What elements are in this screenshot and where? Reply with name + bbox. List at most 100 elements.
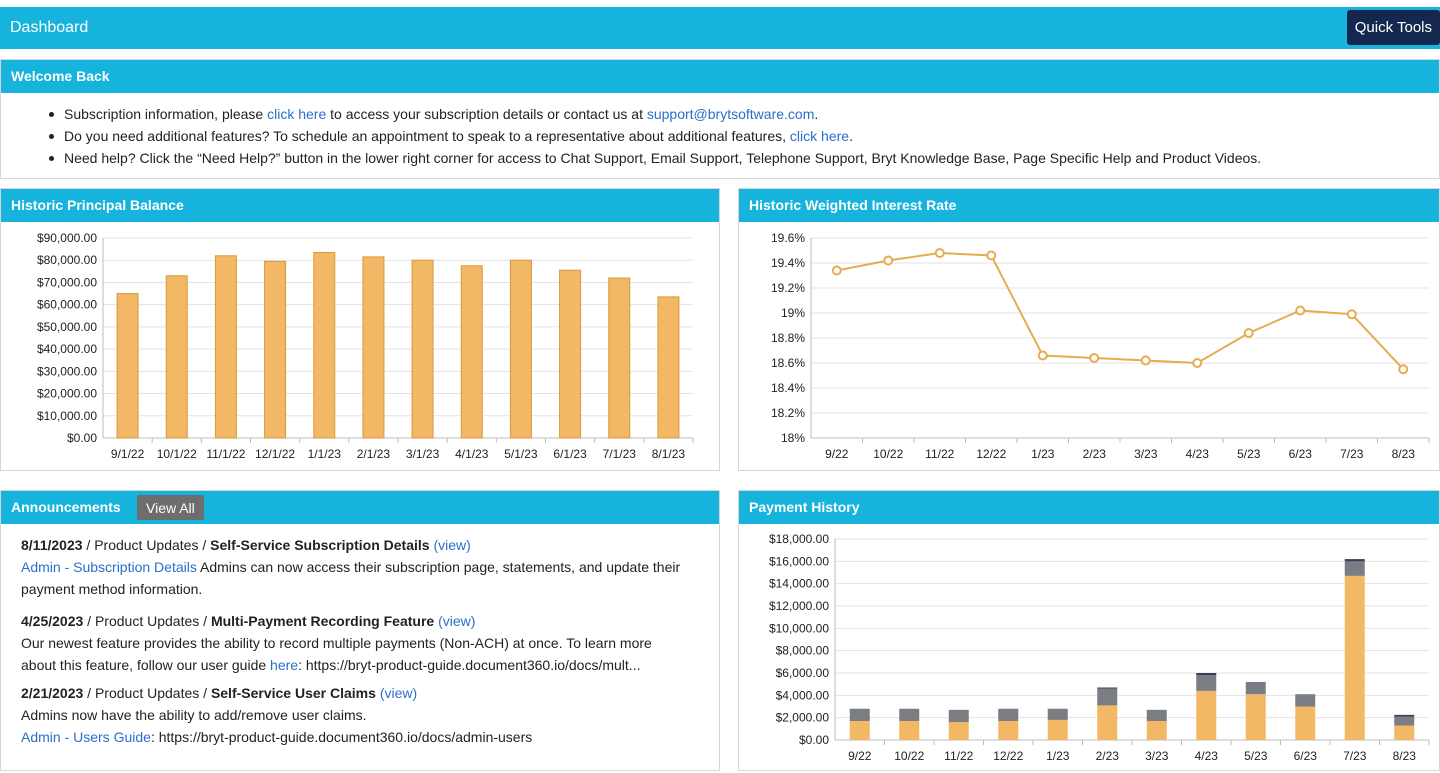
x-tick-label: 8/23	[1392, 447, 1416, 461]
payment-bar-interest	[1196, 675, 1217, 691]
interest-rate-chart: 18% 18.2% 18.4% 18.6% 18.8% 19% 19.2% 19.4% 19.6…	[771, 231, 1430, 461]
y-tick-label: 19%	[781, 306, 805, 320]
welcome-line-features: Do you need additional features? To sche…	[49, 125, 1439, 147]
announcement-item: 2/21/2023 / Product Updates / Self-Servi…	[21, 682, 719, 748]
y-tick-label: $18,000.00	[769, 532, 829, 546]
balance-bar	[657, 296, 680, 439]
principal-balance-chart: $0.00 $10,000.00 $20,000.00 $30,000.00 $40,0…	[37, 231, 694, 461]
payment-bar-other	[1097, 687, 1118, 689]
y-tick-label: $10,000.00	[769, 621, 829, 635]
y-tick-label: $8,000.00	[776, 644, 830, 658]
y-tick-label: 19.4%	[771, 256, 805, 270]
x-tick-label: 1/1/23	[308, 447, 342, 461]
welcome-panel: Welcome Back Subscription information, p…	[0, 59, 1440, 179]
rate-point	[1089, 353, 1100, 363]
announcement-view-link[interactable]: (view)	[379, 685, 418, 701]
announcement-link[interactable]: Admin - Subscription Details	[21, 559, 197, 575]
y-tick-label: $2,000.00	[776, 711, 830, 725]
subscription-link[interactable]: click here	[267, 106, 327, 122]
y-tick-label: 18.4%	[771, 381, 805, 395]
announcement-category: Product Updates	[94, 537, 199, 553]
x-tick-label: 5/1/23	[504, 447, 538, 461]
rate-point	[1037, 350, 1048, 361]
page-title: Dashboard	[10, 19, 89, 36]
x-tick-label: 2/23	[1083, 447, 1107, 461]
announcement-view-link[interactable]: (view)	[433, 537, 471, 553]
features-link[interactable]: click here	[789, 128, 850, 144]
y-tick-label: $10,000.00	[37, 409, 97, 423]
rate-point	[1243, 328, 1254, 338]
payment-bar-interest	[1295, 694, 1316, 707]
rate-point	[986, 250, 997, 261]
payment-bar-interest	[849, 708, 870, 722]
announcement-item: 8/11/2023 / Product Updates / Self-Servi…	[21, 537, 681, 597]
y-tick-label: $70,000.00	[37, 275, 97, 289]
x-tick-label: 3/1/23	[406, 447, 440, 461]
y-tick-label: $80,000.00	[37, 253, 97, 267]
x-tick-label: 10/22	[894, 749, 924, 763]
payment-bar-other	[1344, 559, 1365, 562]
announcement-date: 2/21/2023	[21, 685, 84, 701]
rate-point	[934, 248, 945, 258]
x-tick-label: 4/1/23	[455, 447, 489, 461]
y-tick-label: $4,000.00	[776, 688, 830, 702]
support-email-link[interactable]: support@brytsoftware.com	[646, 106, 815, 122]
y-tick-label: $60,000.00	[37, 298, 97, 312]
balance-bar	[165, 275, 188, 439]
user-guide-link[interactable]: here	[270, 657, 299, 673]
payment-bar-interest	[1394, 716, 1415, 726]
x-tick-label: 4/23	[1186, 447, 1210, 461]
payment-history-title: Payment History	[739, 491, 1439, 524]
y-tick-label: $40,000.00	[37, 342, 97, 356]
payment-bar-interest	[1047, 708, 1068, 720]
y-tick-label: 18.8%	[771, 331, 805, 345]
y-tick-label: 19.6%	[771, 231, 805, 245]
payment-bar-interest	[1344, 561, 1365, 576]
y-tick-label: 18.6%	[771, 356, 805, 370]
payment-bar-principal	[1295, 706, 1316, 740]
view-all-button[interactable]: View All	[137, 495, 204, 520]
x-tick-label: 1/23	[1031, 447, 1055, 461]
y-tick-label: $16,000.00	[769, 554, 829, 568]
announcement-title: Self-Service Subscription Details	[210, 537, 430, 553]
payment-bar-other	[1394, 714, 1415, 717]
interest-rate-title: Historic Weighted Interest Rate	[739, 189, 1439, 222]
x-tick-label: 5/23	[1244, 749, 1268, 763]
quick-tools-button[interactable]: Quick Tools	[1346, 10, 1440, 45]
y-tick-label: $12,000.00	[769, 599, 829, 613]
announcement-date: 4/25/2023	[21, 613, 84, 629]
rate-point	[1192, 358, 1203, 368]
y-tick-label: $14,000.00	[769, 577, 829, 591]
balance-bar	[411, 259, 434, 439]
announcements-panel: Announcements View All 8/11/2023 / Produ…	[0, 490, 720, 771]
x-tick-label: 6/23	[1289, 447, 1313, 461]
users-guide-link[interactable]: Admin - Users Guide	[21, 729, 151, 745]
y-tick-label: $90,000.00	[37, 231, 97, 245]
payment-bar-principal	[1344, 575, 1365, 740]
announcements-header: Announcements View All	[1, 491, 719, 524]
principal-balance-title: Historic Principal Balance	[1, 189, 719, 222]
announcement-view-link[interactable]: (view)	[438, 613, 476, 629]
y-tick-label: $6,000.00	[776, 666, 830, 680]
balance-bar	[214, 255, 237, 439]
balance-bar	[362, 256, 385, 439]
payment-history-chart: $0.00 $2,000.00 $4,000.00 $6,000.00 $8,000.0…	[769, 532, 1430, 763]
payment-bar-principal	[1146, 721, 1167, 740]
balance-bar	[313, 251, 336, 439]
x-tick-label: 7/1/23	[603, 447, 637, 461]
x-tick-label: 1/23	[1046, 749, 1070, 763]
welcome-list: Subscription information, please click h…	[1, 93, 1439, 169]
welcome-line-help: Need help? Click the “Need Help?” button…	[49, 147, 1439, 169]
rate-line	[836, 251, 1404, 370]
x-tick-label: 6/23	[1294, 749, 1318, 763]
x-tick-label: 10/1/22	[157, 447, 197, 461]
rate-point	[1295, 305, 1306, 316]
x-tick-label: 3/23	[1134, 447, 1158, 461]
rate-point	[831, 265, 842, 276]
x-tick-label: 11/22	[925, 447, 954, 461]
announcement-item: 4/25/2023 / Product Updates / Multi-Paym…	[21, 610, 719, 676]
announcement-date: 8/11/2023	[21, 537, 83, 553]
payment-bar-principal	[1196, 690, 1217, 740]
x-tick-label: 7/23	[1340, 447, 1364, 461]
payment-bar-principal	[1047, 719, 1068, 740]
